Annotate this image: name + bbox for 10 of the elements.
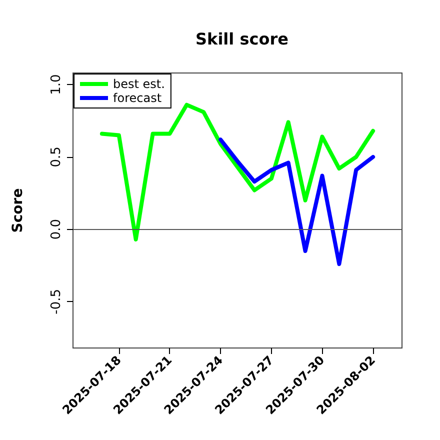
y-axis-title: Score [10,188,26,233]
line-series [100,102,376,242]
chart-title: Skill score [196,30,289,48]
y-tick-label: -0.5 [49,288,64,314]
legend-label: forecast [113,91,162,105]
legend-label: best est. [113,77,165,91]
y-tick-label: 1.0 [49,74,64,95]
y-tick-label: 0.5 [49,146,64,168]
y-tick-label: 0.0 [49,218,64,240]
line-series [218,138,376,266]
